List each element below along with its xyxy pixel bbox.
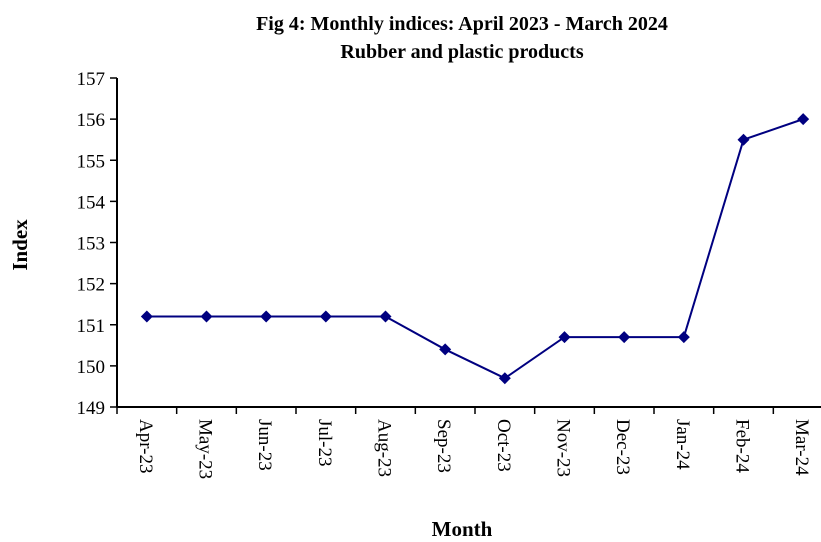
y-tick-label: 155 (77, 151, 106, 172)
y-tick-label: 151 (77, 316, 106, 337)
x-tick-label: Aug-23 (374, 419, 395, 477)
y-tick-label: 154 (77, 192, 106, 213)
data-point (319, 310, 332, 323)
data-point (618, 331, 631, 344)
x-tick-label: Mar-24 (791, 419, 812, 476)
x-axis-title: Month (432, 517, 493, 541)
y-tick-label: 157 (77, 69, 106, 90)
x-tick-label: Dec-23 (612, 419, 633, 475)
data-point (498, 372, 511, 385)
data-point (797, 113, 810, 126)
chart-title: Fig 4: Monthly indices: April 2023 - Mar… (256, 13, 668, 35)
y-tick-label: 156 (77, 110, 106, 131)
x-tick-label: Apr-23 (135, 419, 156, 474)
y-tick-label: 150 (77, 357, 106, 378)
y-axis-title: Index (8, 219, 32, 271)
data-point (677, 331, 690, 344)
x-tick-label: Oct-23 (493, 419, 514, 472)
y-tick-label: 153 (77, 234, 106, 255)
data-point (200, 310, 213, 323)
x-tick-label: Jun-23 (254, 419, 275, 471)
chart-subtitle: Rubber and plastic products (340, 41, 583, 63)
x-tick-label: Jan-24 (672, 419, 693, 470)
data-point (439, 343, 452, 356)
x-tick-label: May-23 (195, 419, 216, 479)
data-point (558, 331, 571, 344)
data-point (379, 310, 392, 323)
x-tick-label: Feb-24 (732, 419, 753, 473)
x-tick-label: Nov-23 (553, 419, 574, 477)
y-tick-label: 152 (77, 275, 106, 296)
y-tick-label: 149 (77, 398, 106, 419)
data-point (140, 310, 153, 323)
x-tick-label: Sep-23 (433, 419, 454, 473)
x-tick-label: Jul-23 (314, 419, 335, 467)
data-line (146, 118, 804, 380)
data-point (260, 310, 273, 323)
data-point (737, 133, 750, 146)
